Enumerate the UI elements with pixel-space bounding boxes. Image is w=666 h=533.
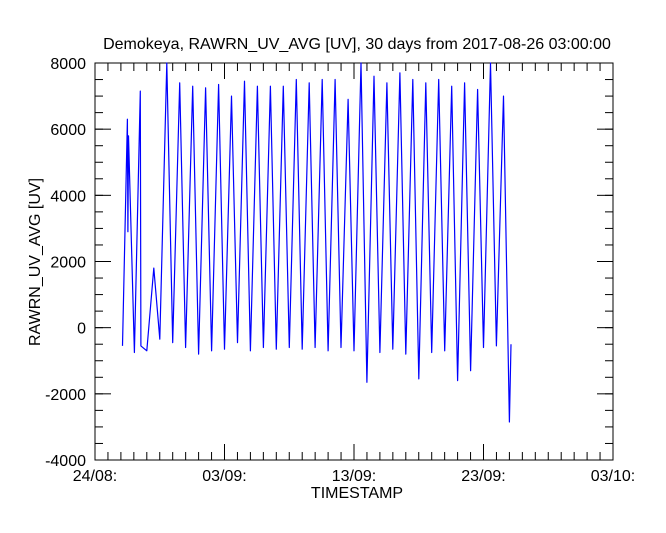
x-tick-label: 24/08: — [73, 468, 117, 485]
y-axis-label: RAWRN_UV_AVG [UV] — [27, 178, 44, 346]
y-tick-label: 0 — [77, 321, 86, 338]
y-tick-label: 4000 — [50, 188, 86, 205]
y-tick-label: 2000 — [50, 255, 86, 272]
x-tick-label: 23/09: — [461, 468, 505, 485]
series-line — [121, 62, 512, 423]
x-tick-label: 03/09: — [202, 468, 246, 485]
plot-area: 24/08: 03/09: 13/09: 23/09: 03/10: -4000 -2000… — [45, 56, 635, 485]
y-tick-label: -4000 — [45, 453, 86, 470]
x-tick-label: 03/10: — [591, 468, 635, 485]
x-tick-label: 13/09: — [332, 468, 376, 485]
y-tick-label: -2000 — [45, 387, 86, 404]
chart-title: Demokeya, RAWRN_UV_AVG [UV], 30 days fro… — [103, 36, 611, 53]
plot-frame — [94, 62, 614, 461]
x-axis-label: TIMESTAMP — [311, 485, 403, 502]
y-tick-label: 8000 — [50, 56, 86, 73]
y-tick-label: 6000 — [50, 122, 86, 139]
